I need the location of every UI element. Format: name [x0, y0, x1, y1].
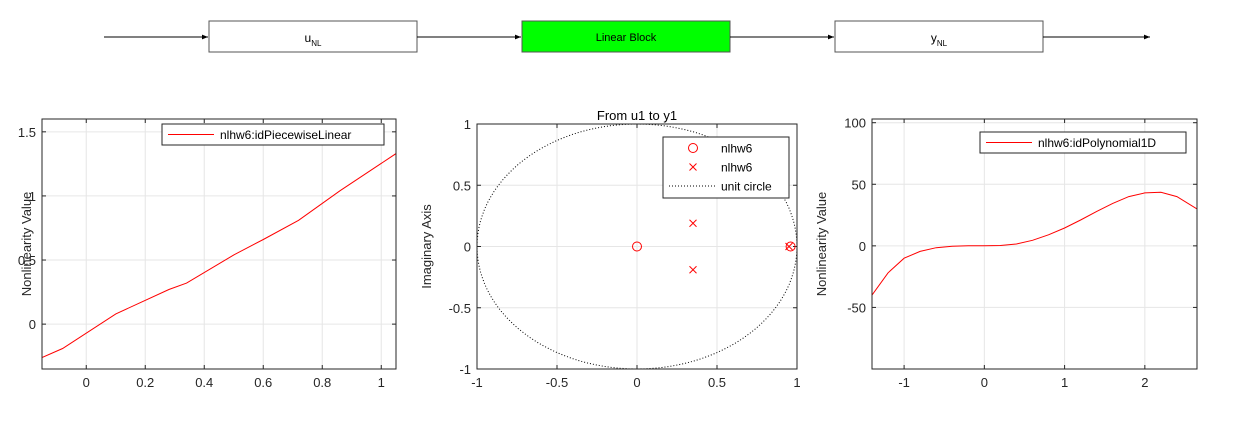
x-tick-label: -1: [898, 375, 910, 390]
plot-2-data: [477, 124, 797, 369]
legend: nlhw6:idPolynomial1D: [979, 131, 1187, 154]
plot-2: -1 -0.5 0 0.5 1 -1 -0.5 0 0.5 1 Imaginary Axis From…: [419, 108, 801, 390]
block-diagram: uNL Linear Block yNL: [104, 20, 1150, 53]
x-tick-label: 0: [83, 375, 90, 390]
y-tick-label: 100: [844, 116, 866, 131]
legend-swatch: [688, 143, 698, 153]
series-line: [872, 191, 1197, 296]
x-tick-label: 0.2: [136, 375, 154, 390]
legend-box: [662, 136, 790, 199]
y-axis-label: Nonlinearity Value: [814, 192, 829, 297]
legend-box: [979, 131, 1187, 154]
legend-label: nlhw6:idPolynomial1D: [1038, 136, 1156, 150]
legend: nlhw6:idPiecewiseLinear: [161, 123, 385, 146]
y-tick-label: 0: [29, 317, 36, 332]
legend-label: nlhw6: [721, 142, 753, 156]
y-tick-label: -1: [459, 362, 471, 377]
y-tick-label: 50: [852, 177, 866, 192]
plot-area: [42, 119, 396, 369]
x-tick-label: -1: [471, 375, 483, 390]
x-tick-label: 0.8: [313, 375, 331, 390]
x-tick-label: 1: [378, 375, 385, 390]
y-tick-label: 1: [464, 117, 471, 132]
plot-1-data: [42, 153, 396, 358]
x-tick-label: 0.5: [708, 375, 726, 390]
x-tick-label: 0: [981, 375, 988, 390]
y-tick-label: 0.5: [18, 253, 36, 268]
legend-label: unit circle: [721, 180, 772, 194]
legend-swatch: [689, 163, 697, 171]
y-tick-label: 0: [859, 239, 866, 254]
plot-3: -1 0 1 2 -50 0 50 100 Nonlinearity Value nlhw6:id…: [814, 116, 1198, 390]
y-tick-label: -50: [847, 300, 866, 315]
x-tick-label: 1: [793, 375, 800, 390]
pole-marker: [785, 242, 793, 251]
y-tick-label: 1.5: [18, 125, 36, 140]
y-tick-label: -0.5: [449, 301, 471, 316]
chart-title: From u1 to y1: [597, 108, 677, 123]
legend-label: nlhw6: [721, 161, 753, 175]
plot-1: 0 0.2 0.4 0.6 0.8 1 0 0.5 1 1.5 Nonlinearity Value…: [18, 118, 397, 390]
pole-marker: [689, 219, 697, 228]
legend: nlhw6 nlhw6 unit circle: [662, 136, 790, 199]
unit-circle: [477, 124, 797, 369]
block-linear[interactable]: [521, 20, 731, 53]
zero-marker: [785, 241, 796, 252]
x-tick-label: 0: [633, 375, 640, 390]
legend-box: [161, 123, 385, 146]
y-tick-label: 0.5: [453, 178, 471, 193]
y-axis-label: Nonlinearity Value: [19, 192, 34, 297]
block-input-label: uNL: [305, 31, 322, 48]
plot-3-data: [872, 191, 1197, 296]
x-tick-label: 0.6: [254, 375, 272, 390]
x-tick-label: 2: [1141, 375, 1148, 390]
pole-marker: [689, 265, 697, 274]
axes-box: [476, 123, 798, 370]
axes-box: [41, 118, 397, 370]
block-output-label: yNL: [931, 31, 948, 48]
x-tick-label: -0.5: [546, 375, 568, 390]
y-axis-label: Imaginary Axis: [419, 204, 434, 289]
plot-area: [872, 119, 1197, 369]
block-linear-label: Linear Block: [596, 32, 657, 44]
y-tick-label: 1: [29, 189, 36, 204]
axes-box: [871, 118, 1198, 370]
x-tick-label: 0.4: [195, 375, 213, 390]
series-line: [42, 153, 396, 358]
block-output-nonlinearity[interactable]: [834, 20, 1044, 53]
x-tick-label: 1: [1061, 375, 1068, 390]
legend-label: nlhw6:idPiecewiseLinear: [220, 128, 351, 142]
zero-marker: [632, 241, 642, 252]
y-tick-label: 0: [464, 240, 471, 255]
